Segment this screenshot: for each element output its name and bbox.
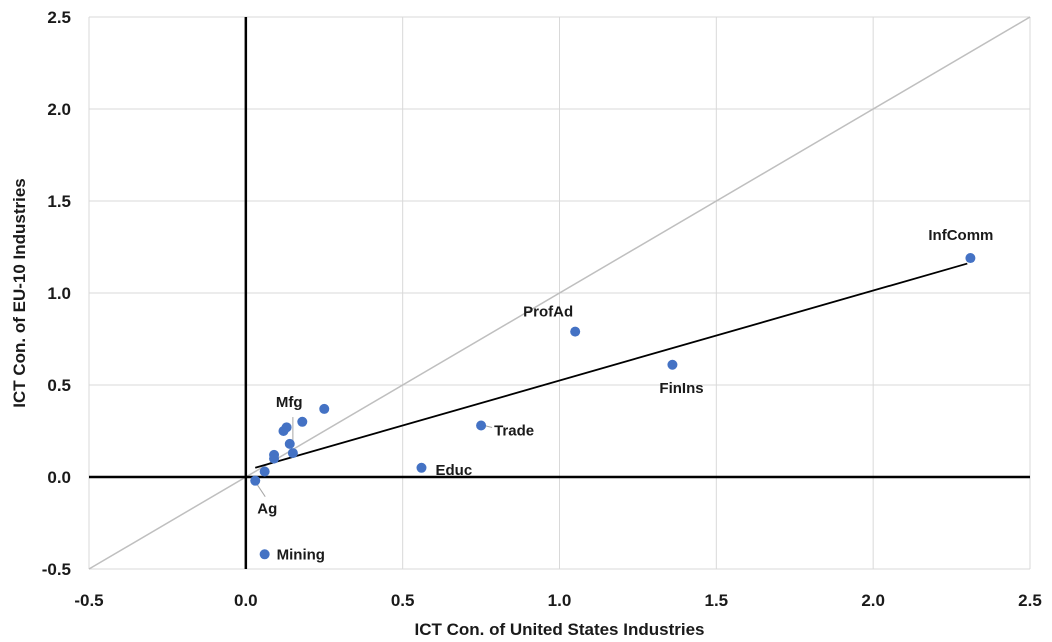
leader-line (256, 484, 266, 497)
point-label-infcomm: InfComm (928, 227, 993, 244)
y-axis-title: ICT Con. of EU-10 Industries (10, 178, 29, 408)
point-label-ag: Ag (257, 501, 277, 518)
y-tick-label: 1.0 (47, 284, 71, 303)
point-labels: InfComm ProfAd FinIns Trade Educ Mfg Ag Mining (257, 227, 993, 563)
x-tick-label: 0.0 (234, 591, 258, 610)
point-label-profad: ProfAd (523, 304, 573, 321)
point-label-mfg: Mfg (276, 394, 303, 411)
data-point-mining (259, 549, 270, 560)
data-point (259, 466, 270, 477)
data-point-mfg (287, 448, 298, 459)
x-tick-label: 1.0 (548, 591, 572, 610)
y-tick-label: -0.5 (42, 560, 71, 579)
trendline (254, 262, 968, 469)
x-axis-title: ICT Con. of United States Industries (415, 620, 705, 639)
data-point-trade (476, 420, 487, 431)
x-tick-label: 2.5 (1018, 591, 1042, 610)
x-tick-label: 2.0 (861, 591, 885, 610)
data-point (297, 416, 308, 427)
x-tick-label: 0.5 (391, 591, 415, 610)
data-point-educ (416, 462, 427, 473)
y-tick-labels: -0.5 0.0 0.5 1.0 1.5 2.0 2.5 (42, 8, 71, 579)
data-point-finins (667, 359, 678, 370)
data-point-ag (250, 475, 261, 486)
data-point-profad (570, 326, 581, 337)
data-point (284, 438, 295, 449)
y-tick-label: 2.5 (47, 8, 71, 27)
y-tick-label: 1.5 (47, 192, 71, 211)
y-tick-label: 2.0 (47, 100, 71, 119)
point-label-educ: Educ (435, 462, 472, 479)
data-point (319, 403, 330, 414)
point-label-mining: Mining (277, 546, 325, 563)
y-tick-label: 0.0 (47, 468, 71, 487)
data-points (250, 253, 976, 560)
x-tick-label: -0.5 (74, 591, 103, 610)
point-label-trade: Trade (494, 422, 534, 439)
y-tick-label: 0.5 (47, 376, 71, 395)
point-label-finins: FinIns (659, 380, 703, 397)
x-tick-label: 1.5 (705, 591, 729, 610)
data-point (269, 453, 280, 464)
data-point-infcomm (965, 253, 976, 264)
x-tick-labels: -0.5 0.0 0.5 1.0 1.5 2.0 2.5 (74, 591, 1041, 610)
data-point (278, 426, 289, 436)
